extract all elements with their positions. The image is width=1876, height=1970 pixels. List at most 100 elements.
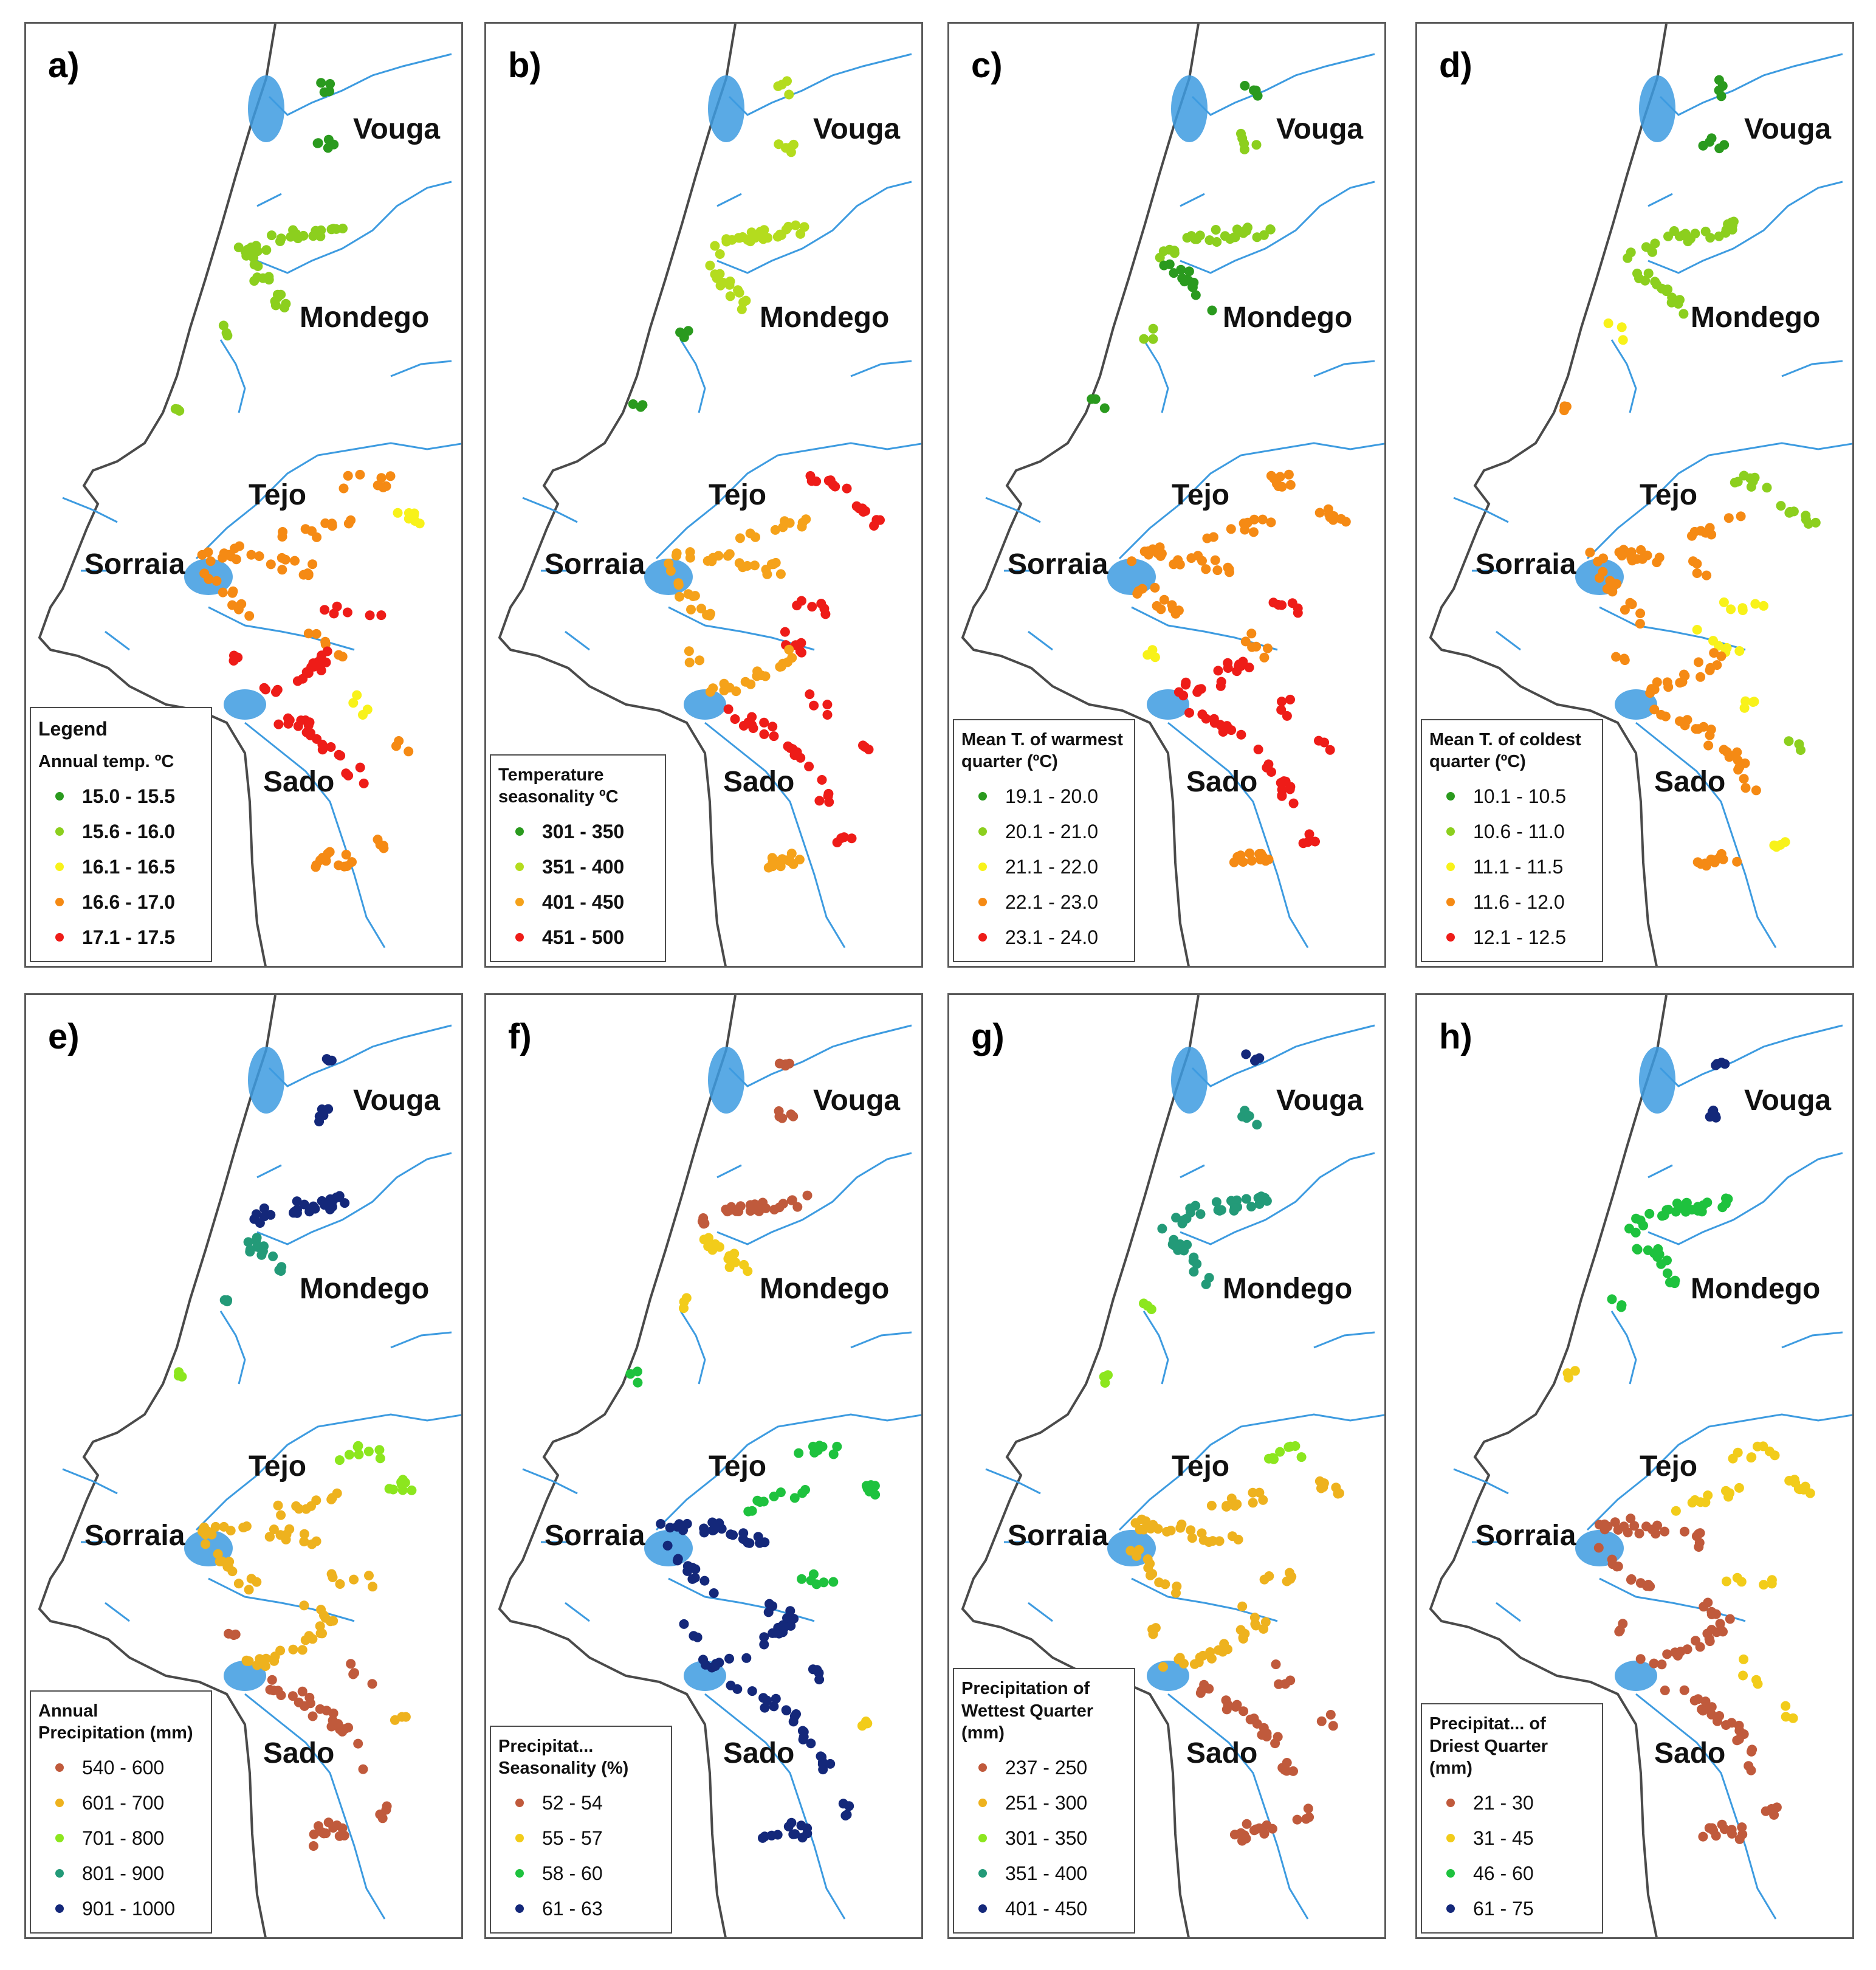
sample-site bbox=[706, 608, 715, 619]
legend: Annual Precipitation (mm) 540 - 600 601 - … bbox=[30, 1690, 212, 1934]
sample-site bbox=[1707, 1823, 1717, 1833]
sample-site bbox=[695, 655, 705, 666]
sample-site bbox=[763, 863, 774, 873]
sample-site bbox=[1687, 1498, 1697, 1508]
sample-site bbox=[342, 861, 352, 871]
sample-site bbox=[258, 1246, 268, 1256]
sample-site bbox=[1130, 1518, 1141, 1528]
sample-site bbox=[335, 1724, 345, 1734]
legend-swatch bbox=[1446, 827, 1455, 836]
sample-site bbox=[1195, 1209, 1206, 1219]
legend-entry: 301 - 350 bbox=[498, 814, 656, 849]
sample-site bbox=[1719, 1824, 1730, 1834]
river-line bbox=[1610, 339, 1637, 413]
panel-label: e) bbox=[48, 1017, 80, 1056]
sample-site bbox=[1143, 546, 1153, 556]
sample-site bbox=[1784, 508, 1795, 518]
sample-site bbox=[211, 576, 222, 586]
sample-site bbox=[325, 847, 335, 857]
sample-site bbox=[323, 1817, 334, 1828]
sample-site bbox=[820, 609, 831, 619]
river-label-sorraia: Sorraia bbox=[1476, 548, 1576, 580]
sample-site bbox=[213, 1549, 223, 1559]
sample-site bbox=[1303, 1803, 1313, 1814]
sample-site bbox=[325, 86, 334, 97]
sample-site bbox=[671, 551, 681, 561]
river-line bbox=[1180, 181, 1375, 274]
sample-site bbox=[1714, 143, 1725, 154]
legend-label: 52 - 54 bbox=[542, 1791, 603, 1814]
sample-site bbox=[243, 1237, 253, 1247]
sample-site bbox=[774, 139, 784, 150]
sample-site bbox=[362, 704, 373, 715]
sample-site bbox=[1672, 1198, 1682, 1208]
sample-site bbox=[789, 1711, 800, 1721]
sample-site bbox=[276, 1510, 286, 1520]
sample-site bbox=[382, 1801, 392, 1811]
sample-site bbox=[1164, 259, 1175, 269]
legend-swatch bbox=[515, 827, 524, 836]
coastline bbox=[38, 995, 277, 1937]
sample-site bbox=[1612, 1562, 1622, 1572]
sample-site bbox=[785, 1606, 795, 1616]
sample-site bbox=[245, 1247, 255, 1257]
map-canvas bbox=[38, 24, 461, 966]
sample-site bbox=[675, 591, 685, 602]
sample-site bbox=[1618, 1619, 1628, 1629]
sample-site bbox=[210, 1521, 221, 1532]
legend-entry: 701 - 800 bbox=[38, 1820, 202, 1856]
sample-site bbox=[267, 230, 277, 241]
sample-site bbox=[719, 678, 729, 689]
sample-site bbox=[230, 543, 240, 554]
sample-site bbox=[1268, 1453, 1278, 1463]
sample-site bbox=[665, 566, 676, 576]
sample-site bbox=[308, 231, 318, 241]
sample-site bbox=[1265, 224, 1276, 235]
sample-site bbox=[1283, 469, 1294, 480]
sample-site bbox=[269, 1656, 280, 1666]
sample-site bbox=[317, 1628, 327, 1639]
river-label-sorraia: Sorraia bbox=[545, 1520, 645, 1552]
sample-site bbox=[264, 275, 274, 285]
sample-site bbox=[1195, 1688, 1206, 1698]
panel-label: a) bbox=[48, 46, 80, 85]
sample-site bbox=[1732, 856, 1742, 867]
sample-site bbox=[1700, 226, 1711, 236]
sample-site bbox=[665, 1523, 675, 1533]
sample-site bbox=[1753, 1441, 1762, 1452]
river-line bbox=[256, 1152, 452, 1245]
sample-site bbox=[802, 1823, 813, 1833]
sample-site bbox=[775, 662, 785, 672]
legend-entry: 351 - 400 bbox=[961, 1856, 1125, 1891]
legend-entry: 46 - 60 bbox=[1429, 1856, 1593, 1891]
sample-site bbox=[685, 553, 695, 563]
sample-site bbox=[726, 1529, 736, 1540]
sample-site bbox=[1692, 1205, 1703, 1216]
sample-site bbox=[339, 1830, 349, 1841]
sample-site bbox=[1221, 1695, 1231, 1706]
sample-site bbox=[1220, 231, 1230, 241]
sample-site bbox=[308, 1634, 318, 1644]
sample-site bbox=[1613, 1524, 1623, 1535]
sample-site bbox=[249, 1214, 259, 1224]
river-line bbox=[256, 1164, 452, 1349]
legend-swatch bbox=[515, 863, 524, 871]
river-line bbox=[62, 497, 130, 651]
sample-site bbox=[1736, 511, 1746, 522]
river-label-sado: Sado bbox=[1654, 1737, 1726, 1769]
sample-site bbox=[809, 700, 819, 711]
sample-site bbox=[1240, 226, 1250, 236]
sample-site bbox=[1698, 140, 1708, 151]
river-label-mondego: Mondego bbox=[1691, 301, 1821, 334]
sample-site bbox=[259, 1211, 269, 1222]
legend-entry: 61 - 75 bbox=[1429, 1891, 1593, 1926]
sample-site bbox=[1703, 740, 1714, 751]
river-line bbox=[1648, 1152, 1843, 1245]
river-line bbox=[1453, 497, 1521, 651]
legend-swatch bbox=[515, 1869, 524, 1878]
sample-site bbox=[1751, 1675, 1761, 1685]
sample-site bbox=[799, 222, 809, 232]
sample-site bbox=[1206, 1501, 1217, 1510]
sample-site bbox=[1241, 1833, 1251, 1844]
sample-site bbox=[261, 684, 270, 695]
